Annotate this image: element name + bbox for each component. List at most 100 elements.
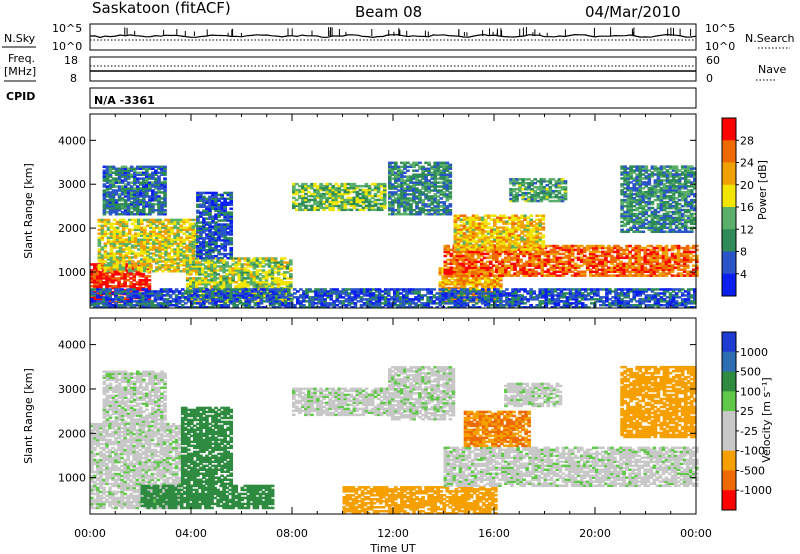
echo-cell [223, 213, 227, 216]
echo-cell [226, 213, 231, 216]
echo-cell [289, 269, 293, 272]
echo-cell [292, 204, 296, 208]
echo-cell [220, 201, 224, 205]
echo-cell [258, 263, 263, 266]
echo-cell [194, 232, 199, 235]
echo-cell [176, 270, 181, 273]
echo-cell [382, 186, 387, 190]
echo-cell [130, 260, 135, 263]
echo-cell [598, 254, 602, 258]
echo-cell [146, 240, 150, 243]
echo-cell [388, 181, 392, 184]
echo-cell [436, 185, 441, 188]
echo-cell [114, 203, 119, 206]
echo-cell [103, 256, 108, 259]
echo-cell [243, 286, 248, 290]
echo-cell [194, 222, 199, 226]
echo-cell [418, 209, 422, 212]
echo-cell [152, 226, 156, 230]
echo-cell [349, 208, 354, 212]
echo-cell [176, 220, 181, 224]
echo-cell [213, 281, 217, 284]
echo-cell [191, 242, 196, 245]
echo-cell [213, 275, 217, 278]
echo-cell [252, 261, 257, 264]
echo-cell [129, 213, 134, 216]
echo-cell [208, 223, 212, 226]
echo-cell [173, 240, 177, 243]
echo-cell [157, 205, 161, 208]
echo-cell [289, 300, 293, 304]
echo-cell [142, 193, 146, 196]
echo-cell [105, 279, 109, 282]
echo-cell [367, 208, 372, 212]
echo-cell [102, 197, 107, 200]
echo-cell [199, 231, 203, 234]
echo-cell [176, 226, 181, 230]
echo-cell [313, 182, 317, 186]
echo-cell [319, 202, 323, 206]
echo-cell [143, 236, 147, 239]
echo-cell [188, 234, 193, 237]
echo-cell [273, 283, 278, 286]
echo-cell [146, 260, 150, 263]
echo-cell [231, 271, 236, 274]
echo-cell [211, 217, 215, 220]
echo-cell [160, 197, 164, 200]
echo-cell [526, 216, 530, 219]
echo-cell [418, 193, 422, 196]
echo-cell [106, 242, 111, 245]
echo-cell [132, 179, 137, 182]
echo-cell [143, 244, 147, 247]
echo-cell [343, 182, 348, 186]
echo-cell [140, 264, 144, 267]
echo-cell [136, 167, 140, 170]
echo-cell [409, 213, 413, 216]
echo-cell [106, 220, 111, 224]
echo-cell [108, 173, 113, 176]
echo-cell [90, 279, 94, 282]
echo-cell [208, 205, 212, 208]
echo-cell [176, 242, 181, 245]
echo-cell [195, 283, 199, 286]
echo-cell [123, 169, 128, 172]
echo-cell [688, 246, 693, 250]
echo-cell [185, 246, 190, 249]
echo-cell [211, 203, 215, 206]
echo-cell [133, 238, 138, 241]
echo-cell [367, 186, 372, 190]
echo-cell [170, 266, 174, 269]
echo-cell [202, 252, 206, 256]
echo-cell [213, 285, 217, 288]
echo-cell [196, 245, 200, 248]
echo-cell [176, 234, 181, 237]
echo-cell [148, 167, 152, 170]
echo-cell [217, 235, 221, 238]
echo-cell [397, 189, 401, 192]
echo-cell [121, 220, 126, 224]
echo-cell [191, 228, 196, 232]
echo-cell [325, 198, 329, 202]
echo-cell [307, 190, 311, 194]
echo-cell [146, 236, 150, 239]
echo-cell [430, 175, 435, 178]
echo-cell [208, 254, 212, 258]
echo-cell [182, 260, 187, 263]
echo-cell [173, 258, 177, 261]
echo-cell [114, 201, 119, 204]
echo-cell [139, 195, 143, 198]
echo-cell [252, 277, 257, 280]
echo-cell [207, 300, 211, 304]
echo-cell [105, 191, 110, 194]
echo-cell [138, 288, 143, 292]
echo-cell [588, 268, 593, 271]
echo-cell [456, 273, 461, 276]
echo-cell [105, 177, 110, 180]
echo-cell [367, 206, 372, 210]
echo-cell [282, 292, 287, 296]
echo-cell [225, 265, 229, 268]
echo-cell [223, 239, 227, 242]
echo-cell [477, 244, 482, 247]
echo-cell [409, 177, 413, 180]
echo-cell [145, 165, 149, 169]
